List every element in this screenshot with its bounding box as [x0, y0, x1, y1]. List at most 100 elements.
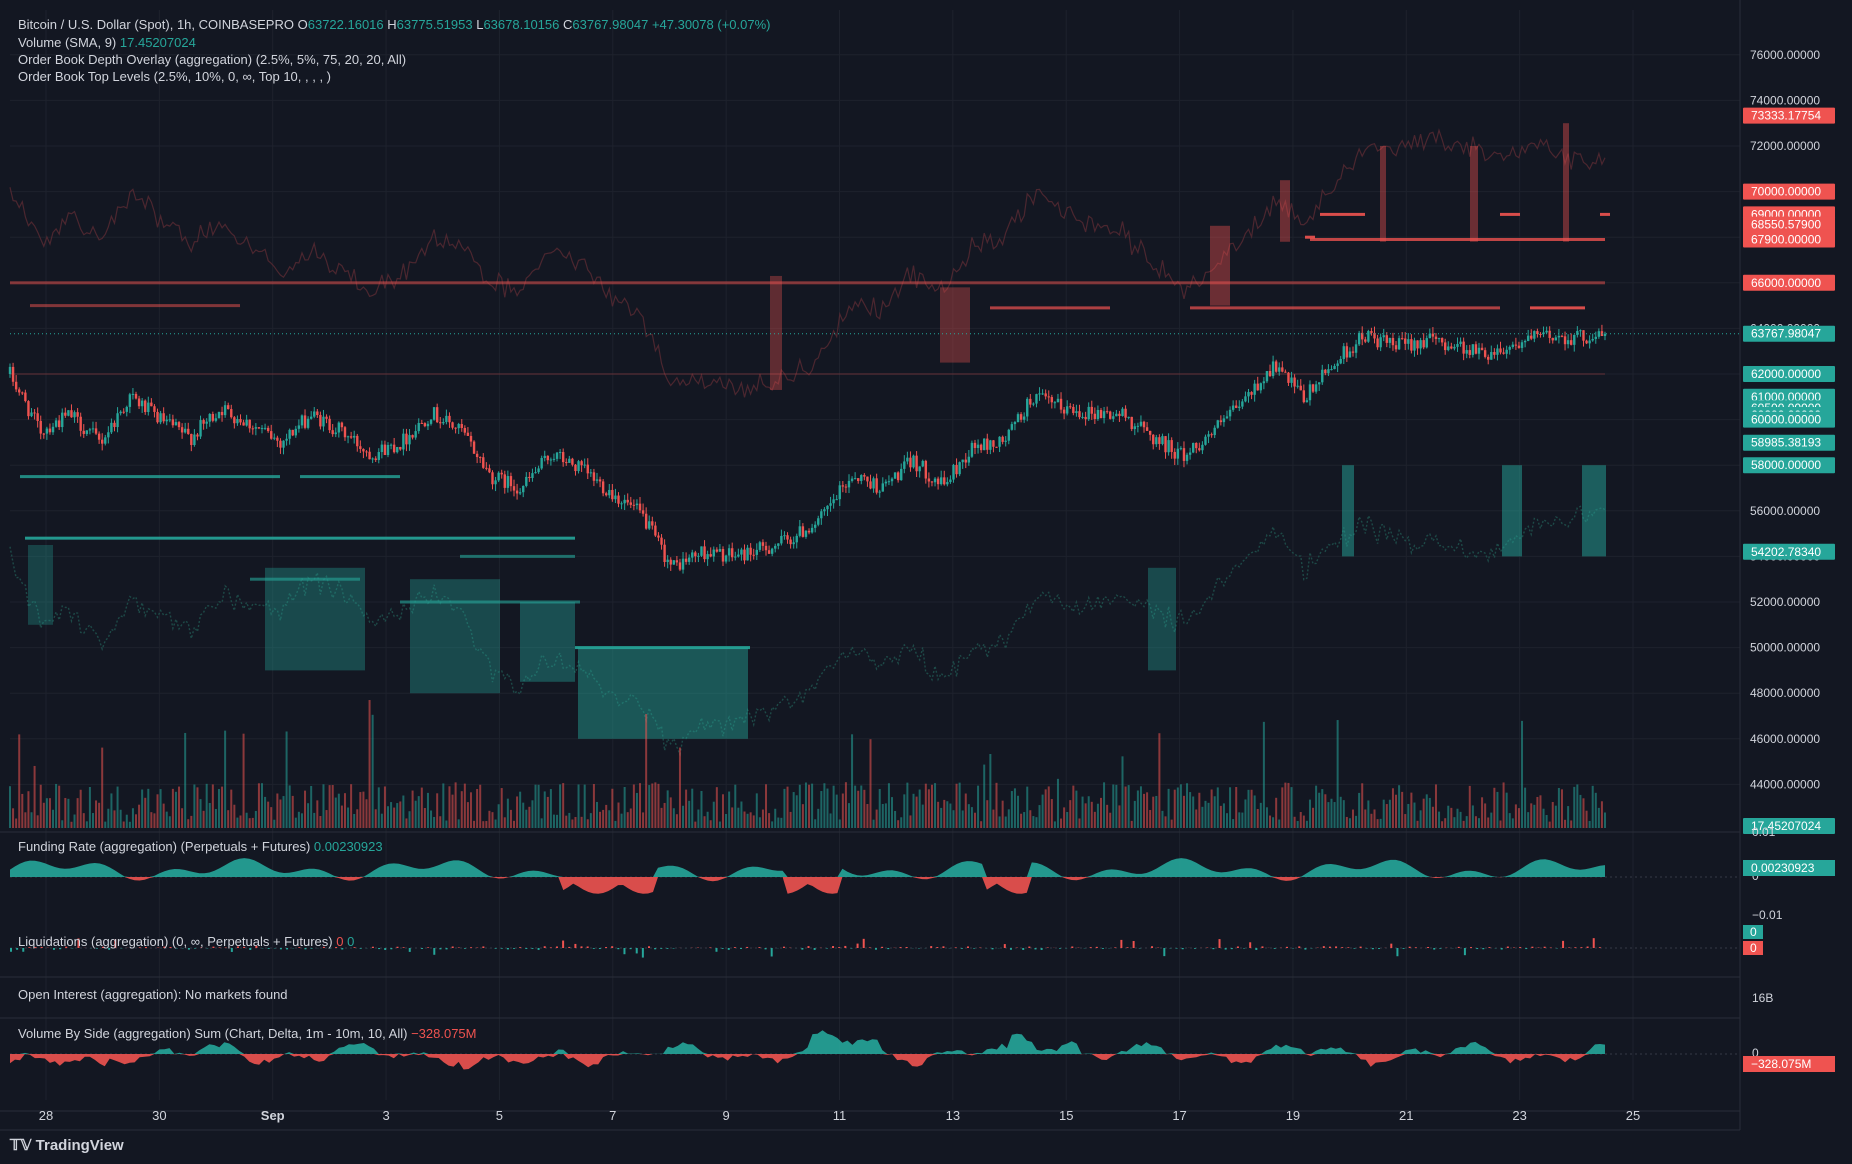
volume-bar-434 [1342, 800, 1345, 828]
candle-body-443 [1370, 331, 1373, 333]
candle-body-513 [1585, 340, 1588, 344]
price-label-bg-5 [1743, 231, 1835, 248]
volume-bar-427 [1321, 789, 1324, 828]
liq-bar-177 [1095, 946, 1098, 948]
volume-bar-458 [1416, 820, 1419, 828]
liq-bar-122 [758, 947, 761, 948]
volume-bar-483 [1493, 787, 1496, 828]
candle-body-63 [202, 420, 205, 424]
candle-body-419 [1296, 385, 1299, 387]
candle-body-422 [1305, 400, 1309, 403]
candle-body-347 [1075, 411, 1078, 414]
candle-body-509 [1573, 334, 1576, 345]
liquidity-band-12 [1148, 567, 1176, 671]
volume-bar-66 [211, 784, 214, 828]
liq-bar-114 [709, 947, 712, 948]
liq-bar-171 [1059, 948, 1062, 949]
candle-body-157 [491, 472, 494, 485]
price-label-0: 73333.17754 [1751, 109, 1821, 123]
volume-bar-467 [1444, 818, 1447, 828]
liq-bar-26 [169, 947, 172, 948]
volume-bar-504 [1557, 787, 1560, 828]
volume-bar-238 [740, 801, 743, 828]
candle-body-99 [313, 411, 316, 417]
volume-bar-396 [1225, 813, 1228, 828]
candle-body-76 [242, 422, 245, 426]
candle-body-128 [402, 433, 405, 450]
candle-body-123 [386, 445, 390, 456]
liq-bar-181 [1120, 939, 1123, 948]
candle-body-269 [835, 499, 838, 501]
candle-body-230 [715, 549, 719, 552]
volume-bar-305 [946, 801, 949, 828]
candle-body-80 [254, 427, 258, 429]
volume-bar-188 [586, 819, 589, 828]
candle-body-462 [1428, 333, 1432, 339]
volume-bar-472 [1459, 811, 1462, 828]
candle-body-280 [869, 481, 872, 489]
candle-body-224 [697, 555, 700, 557]
candle-body-402 [1244, 396, 1247, 402]
candle-body-355 [1099, 409, 1103, 419]
volume-bar-91 [288, 785, 291, 828]
candle-body-124 [389, 444, 393, 446]
liq-bar-135 [838, 947, 841, 948]
candle-body-46 [150, 402, 153, 407]
volume-bar-82 [261, 783, 264, 828]
volume-bar-291 [903, 794, 906, 828]
price-label-1: 70000.00000 [1751, 185, 1821, 199]
volume-bar-157 [491, 812, 494, 828]
candle-body-409 [1265, 371, 1269, 382]
candle-body-45 [147, 402, 150, 412]
volume-bar-217 [675, 814, 678, 828]
volume-bar-461 [1425, 794, 1428, 828]
tradingview-watermark: 𝕋𝕍 TradingView [10, 1136, 124, 1154]
volume-bar-34 [113, 810, 116, 828]
candle-body-168 [525, 476, 528, 486]
candle-body-29 [97, 433, 101, 440]
volume-bar-182 [568, 812, 571, 828]
candle-body-48 [156, 411, 159, 423]
volume-bar-476 [1471, 805, 1474, 828]
candle-body-93 [294, 428, 298, 436]
volume-bar-333 [1032, 816, 1035, 828]
oi-tick: 16B [1752, 991, 1773, 1005]
volume-bar-488 [1508, 813, 1511, 828]
liq-bar-223 [1378, 948, 1381, 949]
candle-body-117 [368, 451, 371, 460]
volume-bar-219 [682, 805, 685, 828]
volume-bar-494 [1527, 812, 1530, 828]
volume-bar-459 [1419, 810, 1422, 828]
candle-body-125 [392, 444, 396, 453]
liq-bar-107 [666, 948, 669, 949]
volume-bar-339 [1050, 799, 1053, 828]
candle-body-204 [635, 503, 639, 506]
volume-bar-60 [193, 784, 196, 828]
candle-body-475 [1468, 350, 1471, 355]
candle-body-115 [362, 448, 365, 452]
volume-bar-375 [1161, 810, 1164, 828]
low-label: L [476, 17, 484, 32]
volume-bar-394 [1219, 805, 1222, 828]
funding-legend: Funding Rate (aggregation) (Perpetuals +… [18, 839, 383, 854]
candle-body-362 [1121, 408, 1124, 416]
volume-bar-435 [1345, 816, 1348, 828]
x-tick-7: 11 [833, 1108, 847, 1123]
toplevels-title: Order Book Top Levels (2.5%, 10%, 0, ∞, … [18, 69, 332, 84]
candle-body-438 [1354, 344, 1358, 353]
volume-bar-362 [1121, 756, 1124, 828]
volume-bar-236 [734, 784, 737, 828]
candle-body-416 [1287, 372, 1290, 383]
volume-bar-14 [52, 809, 55, 828]
candle-body-382 [1182, 448, 1186, 461]
volume-bar-374 [1158, 733, 1161, 828]
volume-bar-110 [347, 807, 350, 828]
candle-body-102 [322, 416, 325, 427]
volume-bar-404 [1250, 789, 1253, 828]
liq-bar-237 [1463, 948, 1466, 956]
candle-body-161 [503, 474, 506, 488]
volume-bar-260 [808, 784, 811, 828]
order-book-wall-2 [990, 306, 1110, 310]
liq-bar-229 [1414, 947, 1417, 948]
